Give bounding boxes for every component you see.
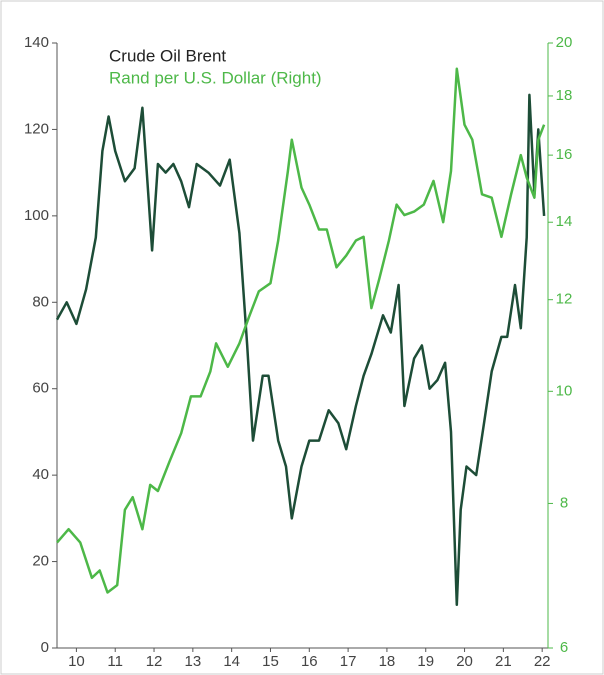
x-tick-label: 12 [146, 653, 163, 670]
y2-tick-label: 8 [560, 494, 568, 511]
legend-entry: Crude Oil Brent [109, 46, 226, 65]
line-series [55, 93, 546, 607]
legend-entry: Rand per U.S. Dollar (Right) [109, 68, 322, 87]
x-tick-label: 16 [301, 653, 318, 670]
y-tick-label: 20 [32, 553, 49, 570]
x-tick-label: 11 [107, 653, 123, 670]
y-tick-label: 0 [41, 639, 49, 656]
x-tick-label: 14 [223, 653, 240, 670]
x-tick-label: 18 [379, 653, 396, 670]
y2-tick-label: 16 [556, 146, 573, 163]
y2-tick-label: 6 [560, 639, 568, 656]
x-tick-label: 10 [68, 653, 85, 670]
x-tick-label: 13 [185, 653, 202, 670]
y-tick-label: 120 [24, 120, 49, 137]
y-tick-label: 60 [32, 380, 49, 397]
x-tick-label: 19 [417, 653, 434, 670]
x-tick-label: 20 [456, 653, 473, 670]
y-tick-label: 100 [24, 207, 49, 224]
y-tick-label: 140 [24, 34, 49, 51]
y2-tick-label: 10 [556, 382, 573, 399]
x-tick-label: 15 [262, 653, 279, 670]
y2-tick-label: 12 [556, 291, 573, 308]
y-tick-label: 80 [32, 293, 49, 310]
y2-tick-label: 18 [556, 87, 573, 104]
y2-tick-label: 20 [556, 34, 573, 51]
x-tick-label: 17 [340, 653, 357, 670]
x-tick-label: 21 [495, 653, 512, 670]
line-series [56, 67, 546, 594]
x-tick-label: 22 [534, 653, 551, 670]
y-tick-label: 40 [32, 466, 49, 483]
y2-tick-label: 14 [556, 213, 573, 230]
